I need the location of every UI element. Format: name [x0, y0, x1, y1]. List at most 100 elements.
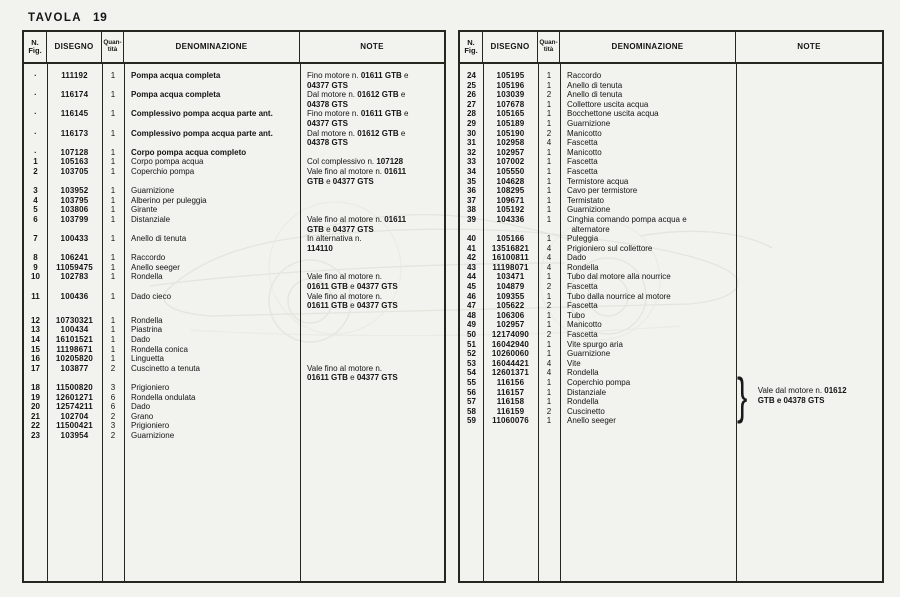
disegno-cell: 103952 [60, 186, 89, 196]
table-row: 24 105195 1 Raccordo [460, 71, 882, 81]
note-cell: Vale fino al motore n. 01611 GTB e 04377 … [300, 292, 444, 311]
table-row: 38 105192 1 Guarnizione [460, 205, 882, 215]
note-text: 01612 GTB [357, 128, 399, 138]
table-row: 34 105550 1 Fascetta [460, 167, 882, 177]
fig-cell: 42 [467, 253, 476, 263]
fig-cell: 32 [467, 147, 476, 157]
fig-cell: 8 [33, 253, 38, 263]
qty-cell: 1 [546, 397, 552, 407]
fig-cell: 3 [33, 186, 38, 196]
disegno-cell: 107678 [496, 99, 525, 109]
denominazione-cell: Vite spurgo aria [567, 339, 623, 349]
parts-table-left: N. Fig. DISEGNO Quan- tità DENOMINAZIONE NOT… [22, 30, 446, 583]
qty-cell: 1 [546, 310, 552, 320]
denominazione-cell: Guarnizione [567, 118, 611, 128]
fig-cell: 18 [31, 383, 40, 392]
table-body: · 111192 1 Pompa acqua completa Fino motore … [24, 64, 444, 581]
disegno-cell: 100434 [60, 325, 89, 335]
qty-cell: 2 [546, 90, 552, 100]
table-row: 13 100434 1 Piastrina [24, 325, 444, 335]
denominazione-cell: Fascetta [567, 282, 598, 292]
fig-cell: 45 [467, 282, 476, 292]
fig-cell: 49 [467, 320, 476, 330]
note-text: GTB [307, 176, 324, 186]
denominazione-cell: Grano [131, 411, 154, 421]
table-row: 22 11500421 3 Prigioniero [24, 421, 444, 431]
denominazione-cell: Manicotto [567, 147, 602, 157]
fig-cell: 53 [467, 358, 476, 368]
denominazione-cell: Tubo dalla nourrice al motore [567, 291, 671, 301]
disegno-cell: 116174 [60, 90, 89, 100]
brace-icon: } [737, 368, 748, 424]
table-row: 27 107678 1 Collettore uscita acqua [460, 100, 882, 110]
denominazione-cell: Prigioniero [131, 421, 170, 431]
qty-cell: 1 [110, 214, 116, 224]
disegno-cell: 103795 [60, 195, 89, 205]
denominazione-cell: Guarnizione [131, 186, 175, 196]
note-text: Vale fino al motore n. [307, 166, 385, 176]
denominazione-cell: Anello di tenuta [567, 90, 623, 100]
disegno-cell: 102958 [496, 138, 525, 148]
qty-cell: 6 [110, 402, 116, 412]
page-title-number: 19 [92, 10, 108, 24]
col-header-note: NOTE [360, 41, 384, 51]
qty-cell: 6 [110, 392, 116, 402]
table-row: 4 103795 1 Alberino per puleggia [24, 196, 444, 206]
denominazione-cell: Anello di tenuta [567, 80, 623, 90]
denominazione-cell: Vite [567, 358, 581, 368]
denominazione-cell: Guarnizione [131, 430, 175, 440]
qty-cell: 1 [546, 118, 552, 128]
brace-note-text: Vale dal motore n. 01612 GTB e 04378 GTS [758, 386, 847, 405]
fig-cell: 6 [33, 214, 38, 224]
denominazione-cell: Tubo [567, 310, 585, 320]
table-row: 47 105622 2 Fascetta [460, 301, 882, 311]
fig-cell: 40 [467, 234, 476, 244]
fig-cell: 25 [467, 80, 476, 90]
fig-cell: 20 [31, 402, 40, 412]
fig-cell: 1 [33, 157, 38, 167]
denominazione-cell: Prigioniero sul collettore [567, 243, 653, 253]
col-header-fig: N. Fig. [24, 32, 47, 62]
table-row: 50 12174090 2 Fascetta [460, 330, 882, 340]
table-row: 33 107002 1 Fascetta [460, 157, 882, 167]
fig-cell: 46 [467, 291, 476, 301]
column-divider [47, 64, 48, 581]
column-divider [736, 64, 737, 581]
table-row: · 116145 1 Complessivo pompa acqua parte an… [24, 109, 444, 128]
disegno-cell: 100436 [60, 291, 89, 301]
denominazione-cell: Manicotto [567, 128, 602, 138]
fig-cell: · [34, 90, 37, 100]
qty-cell: 1 [546, 205, 552, 215]
denominazione-cell: Fascetta [567, 166, 598, 176]
fig-cell: 31 [467, 138, 476, 148]
table-row: 7 100433 1 Anello di tenuta In alternativa n… [24, 234, 444, 253]
qty-cell: 2 [546, 330, 552, 340]
table-row: 20 12574211 6 Dado [24, 402, 444, 412]
denominazione-cell: Manicotto [567, 320, 602, 330]
table-row: 5 103806 1 Girante [24, 205, 444, 215]
table-row: 10 102783 1 Rondella Vale fino al motore n. 0… [24, 272, 444, 291]
fig-cell: 14 [31, 335, 40, 345]
brace-note: } Vale dal motore n. 01612 GTB e 04378 GTS [737, 368, 847, 424]
disegno-cell: 103954 [60, 430, 89, 440]
qty-cell: 1 [110, 234, 116, 244]
fig-cell: · [34, 109, 37, 119]
fig-cell: 36 [467, 186, 476, 196]
qty-cell: 1 [546, 80, 552, 90]
fig-cell: 16 [31, 354, 40, 364]
note-text: 01612 [824, 386, 847, 396]
note-text: e [347, 301, 357, 311]
qty-cell: 2 [546, 406, 552, 416]
denominazione-cell: Dado [131, 402, 151, 412]
note-text: 04377 GTS [332, 176, 374, 186]
col-header-quantita: Quan- tità [102, 32, 124, 62]
column-divider [300, 64, 301, 581]
note-cell: Vale fino al motore n. 01611 GTB e 04377 … [300, 364, 444, 383]
disegno-cell: 104879 [496, 282, 525, 292]
denominazione-cell: Pompa acqua completa [131, 90, 221, 100]
table-header-row: N. Fig. DISEGNO Quan- tità DENOMINAZIONE NOT… [24, 32, 444, 64]
fig-cell: 50 [467, 330, 476, 340]
note-text: 04377 GTS [307, 80, 348, 90]
qty-cell: 1 [110, 325, 116, 335]
denominazione-cell: Corpo pompa acqua [131, 157, 204, 167]
